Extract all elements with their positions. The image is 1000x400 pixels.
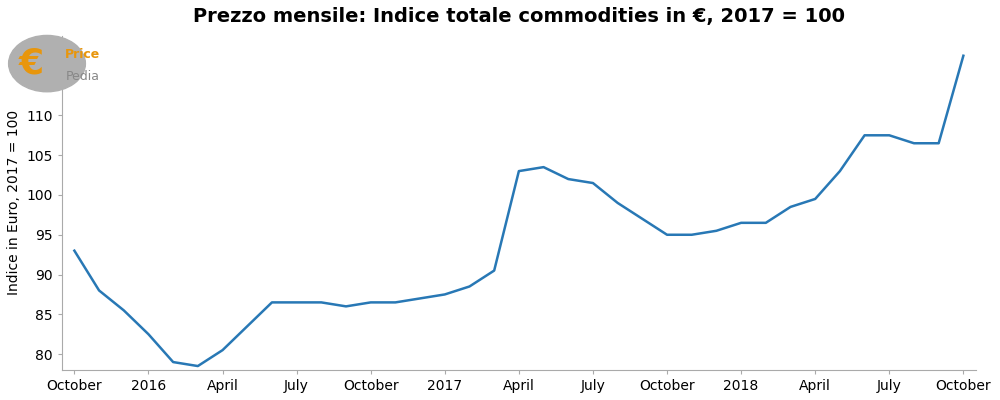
Y-axis label: Indice in Euro, 2017 = 100: Indice in Euro, 2017 = 100	[7, 110, 21, 296]
Text: Pedia: Pedia	[66, 70, 100, 83]
Text: €: €	[19, 47, 44, 81]
Text: Price: Price	[65, 48, 101, 61]
Circle shape	[9, 36, 85, 92]
Title: Prezzo mensile: Indice totale commodities in €, 2017 = 100: Prezzo mensile: Indice totale commoditie…	[193, 7, 845, 26]
